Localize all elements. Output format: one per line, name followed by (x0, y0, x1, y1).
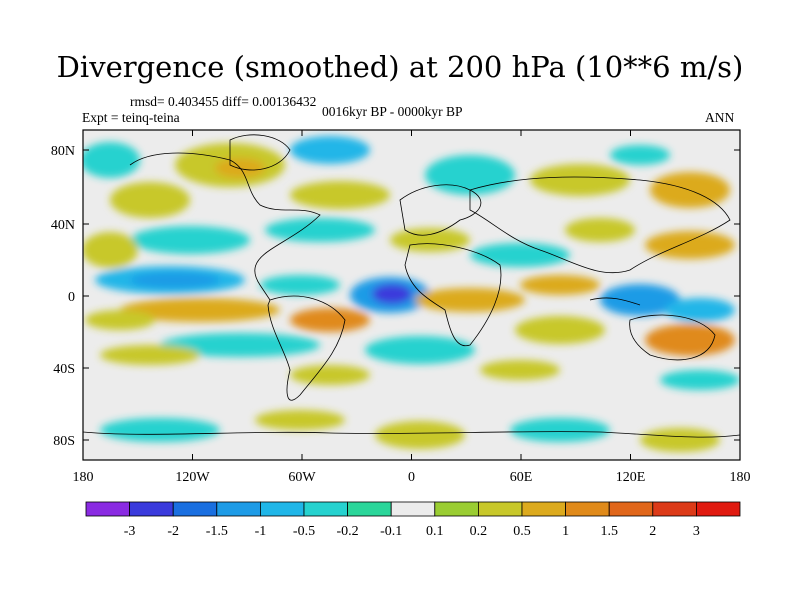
colorbar-swatch (652, 501, 697, 517)
colorbar-swatch (696, 501, 741, 517)
lon-label: 60W (288, 470, 316, 485)
colorbar-label: -1.5 (206, 524, 228, 539)
colorbar-swatch (172, 501, 218, 517)
colorbar-label: 2 (649, 524, 656, 539)
colorbar-label: -0.5 (293, 524, 315, 539)
lat-label: 80S (53, 434, 75, 449)
lat-label: 40N (51, 218, 75, 233)
lon-label: 60E (510, 470, 533, 485)
divergence-field (83, 130, 740, 460)
colorbar-label: -1 (255, 524, 267, 539)
colorbar-label: 1 (562, 524, 569, 539)
colorbar-label: 0.5 (513, 524, 531, 539)
lon-label: 120E (616, 470, 646, 485)
colorbar (85, 501, 741, 517)
chart-title: Divergence (smoothed) at 200 hPa (10**6 … (56, 50, 744, 84)
colorbar-swatch (216, 501, 261, 517)
colorbar-swatch (390, 501, 436, 517)
period-label: 0016kyr BP - 0000kyr BP (322, 104, 463, 119)
colorbar-label: 0.2 (470, 524, 488, 539)
colorbar-label: -0.1 (380, 524, 402, 539)
lat-label: 40S (53, 362, 75, 377)
lat-label: 80N (51, 144, 75, 159)
colorbar-label: 1.5 (600, 524, 618, 539)
colorbar-label: 3 (693, 524, 700, 539)
colorbar-swatch (347, 501, 392, 517)
colorbar-swatch (259, 501, 305, 517)
colorbar-swatch (129, 501, 174, 517)
season-label: ANN (705, 110, 735, 125)
colorbar-swatch (477, 501, 523, 517)
lon-label: 180 (730, 470, 751, 485)
colorbar-swatch (303, 501, 348, 517)
stats-text: rmsd= 0.403455 diff= 0.00136432 (130, 94, 317, 109)
experiment-label: Expt = teinq-teina (82, 110, 180, 125)
colorbar-label: -2 (167, 524, 179, 539)
colorbar-label: -3 (124, 524, 136, 539)
colorbar-swatch (608, 501, 654, 517)
colorbar-swatch (85, 501, 130, 517)
colorbar-label: 0.1 (426, 524, 444, 539)
colorbar-swatch (521, 501, 566, 517)
lon-label: 180 (73, 470, 94, 485)
lon-label: 0 (408, 470, 415, 485)
colorbar-swatch (434, 501, 479, 517)
lon-label: 120W (175, 470, 210, 485)
lat-label: 0 (68, 290, 75, 305)
coastlines (83, 134, 740, 438)
colorbar-label: -0.2 (337, 524, 359, 539)
colorbar-swatch (565, 501, 610, 517)
